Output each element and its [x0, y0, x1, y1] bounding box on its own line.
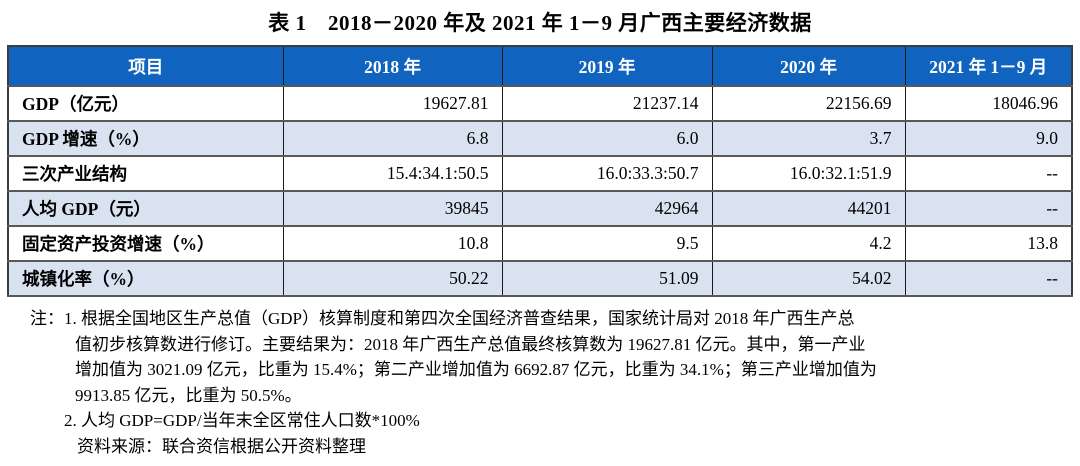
- row-value: --: [904, 155, 1073, 192]
- note-1-line-1: 注：1. 根据全国地区生产总值（GDP）核算制度和第四次全国经济普查结果，国家统…: [30, 309, 855, 328]
- row-value: 3.7: [711, 120, 906, 157]
- row-value: 15.4:34.1:50.5: [282, 155, 503, 192]
- table-header-row: 项目 2018 年 2019 年 2020 年 2021 年 1－9 月: [7, 46, 1073, 87]
- table-body: GDP（亿元） 19627.81 21237.14 22156.69 18046.96 G…: [7, 85, 1073, 297]
- data-source: 资料来源：联合资信根据公开资料整理: [77, 436, 366, 456]
- header-2021-jan-sep: 2021 年 1－9 月: [904, 46, 1073, 87]
- row-label: GDP（亿元）: [7, 85, 284, 122]
- table-row: GDP 增速（%） 6.8 6.0 3.7 9.0: [7, 120, 1073, 157]
- header-item: 项目: [7, 46, 284, 87]
- row-value: 16.0:33.3:50.7: [501, 155, 713, 192]
- row-value: --: [904, 190, 1073, 227]
- row-value: 51.09: [501, 260, 713, 297]
- header-2018: 2018 年: [282, 46, 503, 87]
- row-value: --: [904, 260, 1073, 297]
- row-value: 42964: [501, 190, 713, 227]
- economic-data-table: 项目 2018 年 2019 年 2020 年 2021 年 1－9 月 GDP…: [7, 45, 1073, 297]
- row-label: 人均 GDP（元）: [7, 190, 284, 227]
- row-value: 19627.81: [282, 85, 503, 122]
- note-1-line-3: 增加值为 3021.09 亿元，比重为 15.4%；第二产业增加值为 6692.…: [75, 360, 877, 379]
- table-row: 固定资产投资增速（%） 10.8 9.5 4.2 13.8: [7, 225, 1073, 262]
- row-label: GDP 增速（%）: [7, 120, 284, 157]
- row-label: 城镇化率（%）: [7, 260, 284, 297]
- row-value: 10.8: [282, 225, 503, 262]
- note-2: 2. 人均 GDP=GDP/当年末全区常住人口数*100%: [64, 411, 420, 430]
- row-value: 39845: [282, 190, 503, 227]
- table-notes: 注：1. 根据全国地区生产总值（GDP）核算制度和第四次全国经济普查结果，国家统…: [0, 306, 1080, 459]
- row-value: 16.0:32.1:51.9: [711, 155, 906, 192]
- row-value: 6.8: [282, 120, 503, 157]
- row-value: 44201: [711, 190, 906, 227]
- header-2019: 2019 年: [501, 46, 713, 87]
- header-2020: 2020 年: [711, 46, 906, 87]
- row-label: 三次产业结构: [7, 155, 284, 192]
- row-value: 9.0: [904, 120, 1073, 157]
- row-value: 6.0: [501, 120, 713, 157]
- row-value: 4.2: [711, 225, 906, 262]
- row-value: 50.22: [282, 260, 503, 297]
- row-label: 固定资产投资增速（%）: [7, 225, 284, 262]
- row-value: 54.02: [711, 260, 906, 297]
- note-1-line-2: 值初步核算数进行修订。主要结果为：2018 年广西生产总值最终核算数为 1962…: [75, 334, 866, 354]
- row-value: 18046.96: [904, 85, 1073, 122]
- table-row: 人均 GDP（元） 39845 42964 44201 --: [7, 190, 1073, 227]
- table-row: 三次产业结构 15.4:34.1:50.5 16.0:33.3:50.7 16.0:3…: [7, 155, 1073, 192]
- table-title: 表 1 2018－2020 年及 2021 年 1－9 月广西主要经济数据: [268, 11, 812, 35]
- row-value: 9.5: [501, 225, 713, 262]
- note-1-line-4: 9913.85 亿元，比重为 50.5%。: [75, 385, 302, 405]
- table-row: 城镇化率（%） 50.22 51.09 54.02 --: [7, 260, 1073, 297]
- row-value: 13.8: [904, 225, 1073, 262]
- table-row: GDP（亿元） 19627.81 21237.14 22156.69 18046.96: [7, 85, 1073, 122]
- row-value: 21237.14: [501, 85, 713, 122]
- row-value: 22156.69: [711, 85, 906, 122]
